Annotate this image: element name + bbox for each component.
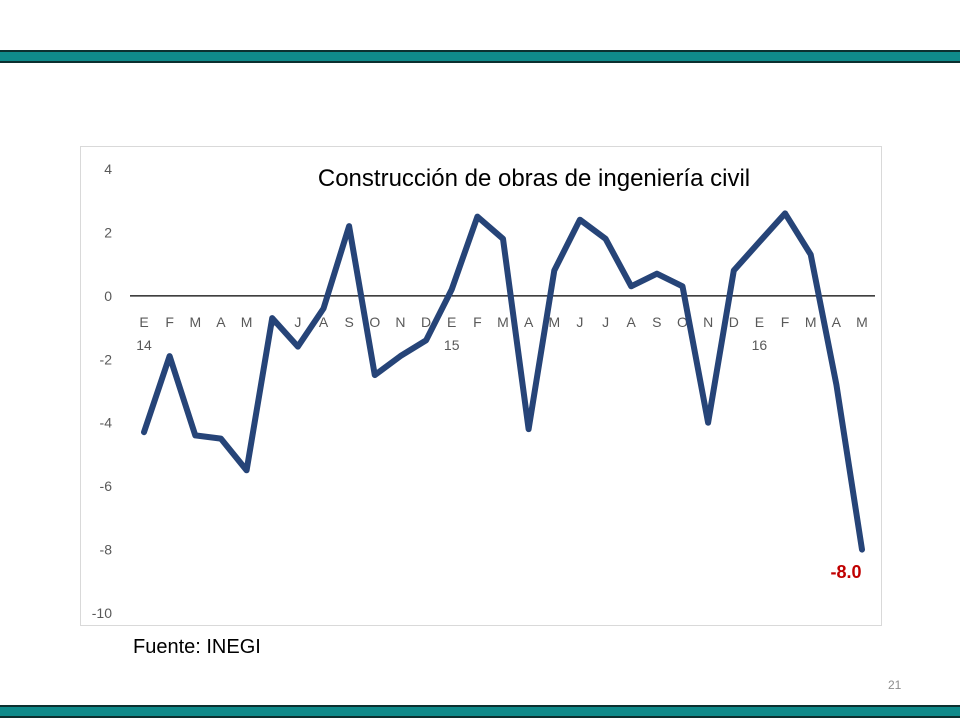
y-tick-label: -2 xyxy=(100,351,113,367)
x-tick-label: O xyxy=(369,314,380,330)
x-tick-label: J xyxy=(602,314,609,330)
y-tick-label: -6 xyxy=(100,478,113,494)
x-tick-label: D xyxy=(729,314,739,330)
data-point xyxy=(348,225,350,227)
x-tick-label: S xyxy=(344,314,353,330)
y-tick-label: 0 xyxy=(104,288,112,304)
y-tick-label: -8 xyxy=(100,542,113,558)
data-point xyxy=(861,549,863,551)
data-point xyxy=(399,355,401,357)
x-tick-label: M xyxy=(241,314,253,330)
data-point xyxy=(502,238,504,240)
data-point xyxy=(656,273,658,275)
x-tick-label: S xyxy=(652,314,661,330)
x-tick-label: E xyxy=(755,314,764,330)
x-year-label: 14 xyxy=(136,337,152,353)
data-point xyxy=(169,355,171,357)
x-tick-label: J xyxy=(576,314,583,330)
top-decorative-band xyxy=(0,50,960,63)
x-tick-label: J xyxy=(294,314,301,330)
x-tick-label: M xyxy=(497,314,509,330)
bottom-decorative-band xyxy=(0,705,960,718)
y-tick-label: -4 xyxy=(100,415,113,431)
x-tick-label: A xyxy=(627,314,637,330)
y-tick-label: 4 xyxy=(104,161,112,177)
data-point xyxy=(553,269,555,271)
x-tick-label: F xyxy=(165,314,174,330)
page-number: 21 xyxy=(888,678,902,692)
x-tick-label: A xyxy=(319,314,329,330)
data-point xyxy=(271,317,273,319)
x-year-label: 15 xyxy=(444,337,460,353)
data-point xyxy=(246,469,248,471)
data-point xyxy=(143,431,145,433)
line-chart: Construcción de obras de ingeniería civi… xyxy=(92,161,875,621)
x-tick-label: E xyxy=(139,314,148,330)
x-tick-label: F xyxy=(473,314,482,330)
data-point xyxy=(707,422,709,424)
x-tick-label: N xyxy=(395,314,405,330)
x-tick-label: A xyxy=(524,314,534,330)
data-point xyxy=(733,269,735,271)
x-tick-label: E xyxy=(447,314,456,330)
data-point xyxy=(579,219,581,221)
data-point xyxy=(605,238,607,240)
series-line xyxy=(141,210,865,553)
data-point xyxy=(476,216,478,218)
chart-area: Construcción de obras de ingeniería civi… xyxy=(80,146,882,626)
data-point xyxy=(835,384,837,386)
x-tick-label: M xyxy=(856,314,868,330)
data-point xyxy=(451,289,453,291)
data-point xyxy=(682,285,683,287)
x-tick-label: M xyxy=(548,314,560,330)
x-tick-label: A xyxy=(216,314,226,330)
source-note: Fuente: INEGI xyxy=(133,636,261,658)
data-point xyxy=(528,428,530,430)
x-year-label: 16 xyxy=(752,337,768,353)
data-point xyxy=(194,434,196,436)
x-tick-label: D xyxy=(421,314,431,330)
data-point xyxy=(323,308,324,310)
x-tick-label: N xyxy=(703,314,713,330)
data-point xyxy=(220,438,222,440)
y-tick-label: 2 xyxy=(104,224,112,240)
x-tick-label: M xyxy=(805,314,817,330)
data-point xyxy=(374,374,376,376)
data-point xyxy=(784,212,786,214)
data-point xyxy=(810,254,812,256)
chart-title: Construcción de obras de ingeniería civi… xyxy=(318,165,750,192)
x-tick-label: A xyxy=(832,314,842,330)
x-tick-label: O xyxy=(677,314,688,330)
data-point xyxy=(297,346,299,348)
data-label-last: -8.0 xyxy=(830,562,861,582)
x-tick-label: M xyxy=(189,314,201,330)
data-point xyxy=(758,241,760,243)
data-point xyxy=(630,285,632,287)
x-tick-label: F xyxy=(781,314,790,330)
data-point xyxy=(425,339,427,341)
y-tick-label: -10 xyxy=(92,605,112,621)
